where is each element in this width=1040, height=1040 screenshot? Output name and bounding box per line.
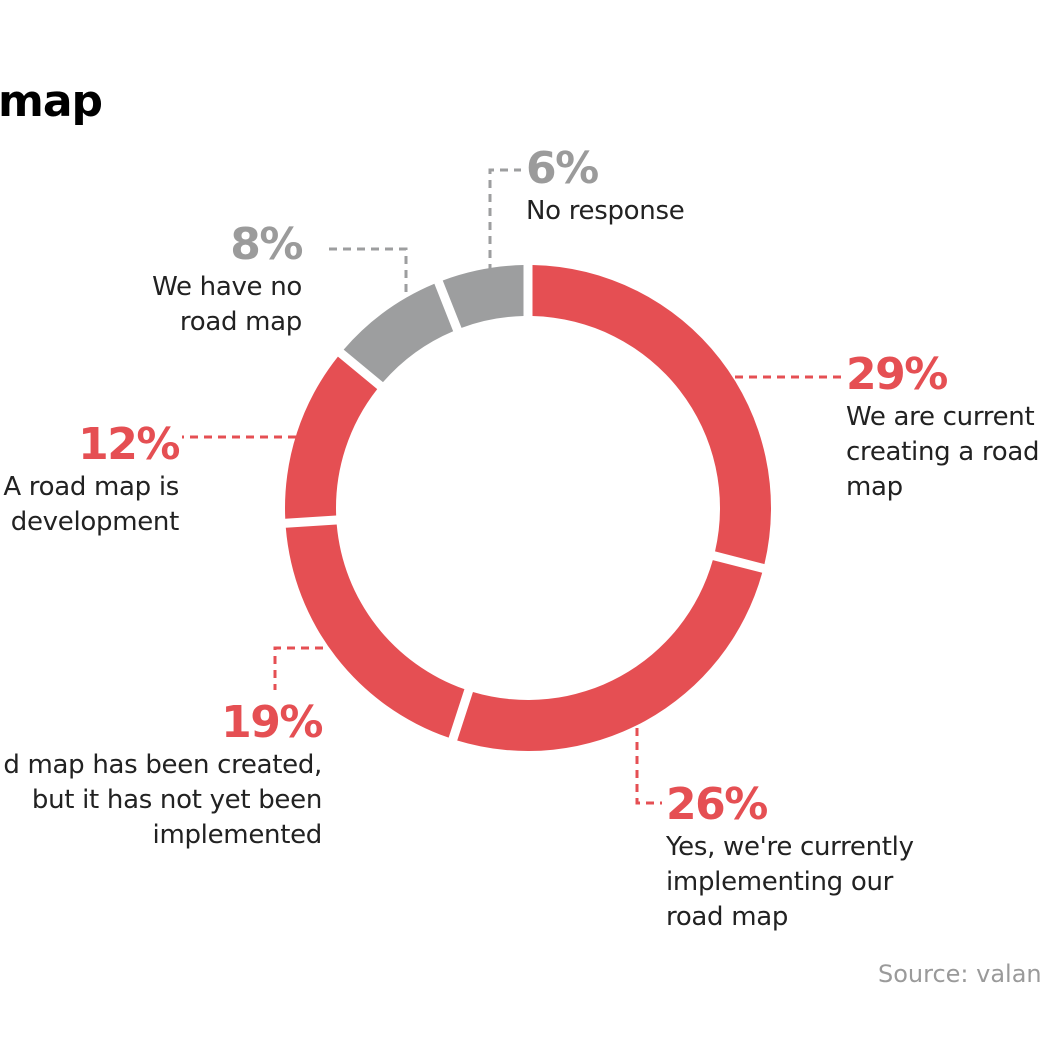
leader-line-implementing [635, 728, 662, 805]
desc-line: We have no [152, 272, 302, 302]
desc-line: No response [526, 196, 685, 226]
pct-label: 8% [230, 219, 303, 270]
leader-lines [182, 168, 842, 805]
desc-line: road map [179, 307, 302, 337]
desc-line: creating a road [846, 437, 1040, 467]
pct-label: 12% [78, 419, 180, 470]
donut-slice-no-road-map [343, 283, 454, 383]
desc-line: We are current [846, 402, 1035, 432]
desc-line: road map [666, 902, 789, 932]
desc-line: map [846, 472, 903, 502]
desc-line: implemented [152, 820, 323, 850]
label-no-response: 6% No response [526, 143, 685, 229]
leader-line-no-road-map [327, 247, 408, 292]
leader-line-no-response [488, 168, 521, 272]
donut-slice-implementing [457, 560, 763, 751]
desc-line: d map has been created, [3, 750, 322, 780]
desc-line: but it has not yet been [31, 785, 322, 815]
desc-line: implementing our [666, 867, 894, 897]
chart-title: map [0, 76, 103, 127]
donut-slice-creating [532, 265, 771, 565]
donut-slice-in-development [285, 356, 378, 519]
pct-label: 26% [666, 779, 768, 830]
label-created-not-implemented: 19% d map has been created, but it has n… [3, 697, 323, 853]
desc-line: development [10, 507, 180, 537]
donut-slice-created-not-implemented [285, 524, 465, 738]
pct-label: 6% [526, 143, 599, 194]
desc-line: A road map is [3, 472, 179, 502]
donut-slice-no-response [442, 265, 524, 328]
pct-label: 29% [846, 349, 948, 400]
leader-line-created-not-implemented [273, 646, 323, 690]
pct-label: 19% [221, 697, 323, 748]
label-no-road-map: 8% We have no road map [152, 219, 303, 340]
source-note: Source: valant [878, 960, 1040, 988]
donut-slices [285, 265, 771, 751]
label-implementing: 26% Yes, we're currently implementing ou… [666, 780, 914, 935]
label-creating: 29% We are current creating a road map [846, 350, 1039, 505]
label-in-development: 12% A road map is development [3, 419, 180, 540]
desc-line: Yes, we're currently [666, 832, 914, 862]
